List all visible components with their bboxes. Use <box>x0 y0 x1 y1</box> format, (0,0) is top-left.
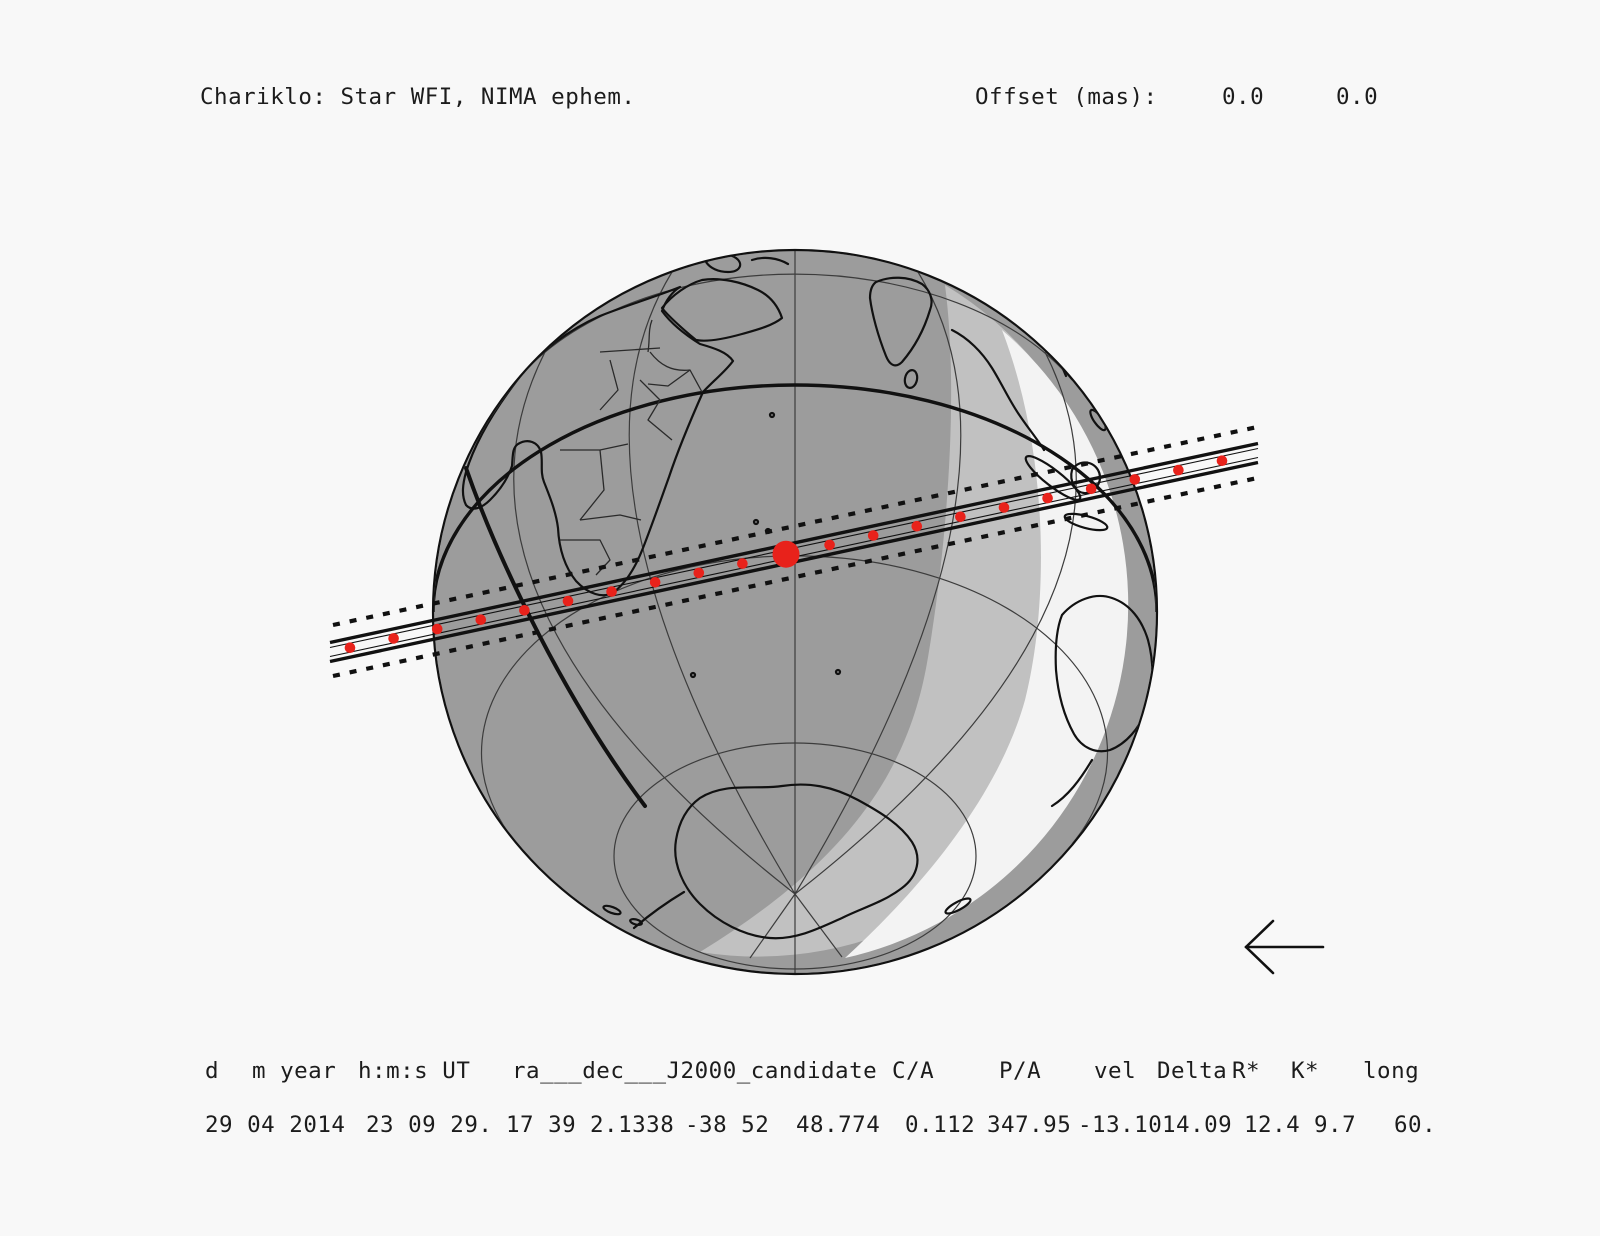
track-dot <box>1129 474 1141 485</box>
border-line <box>579 449 605 521</box>
sri-lanka-outline <box>903 369 919 389</box>
arabia-coastline <box>660 278 784 342</box>
meridian-west-30 <box>628 271 796 895</box>
track-dot <box>519 605 530 616</box>
value-cell-2: 17 39 <box>506 1112 577 1138</box>
track-dot <box>606 586 617 597</box>
value-cell-10: 12.4 <box>1244 1112 1301 1138</box>
track-dot <box>824 539 835 551</box>
track-dot <box>1085 483 1097 495</box>
tasman-coast <box>1050 758 1094 808</box>
central-asia-coast <box>750 256 790 266</box>
equator-line <box>434 383 1156 613</box>
value-cell-12: 60. <box>1394 1112 1437 1138</box>
ryukyu-outline <box>1090 341 1110 363</box>
new-zealand-outline <box>944 897 972 915</box>
track-uncertainty-north-dotted <box>332 423 1263 628</box>
track-dot <box>693 567 705 579</box>
value-cell-4: -38 52 <box>685 1112 770 1138</box>
south-georgia-outline <box>602 904 622 916</box>
island-dot-crozet <box>689 671 697 679</box>
value-cell-8: -13.10 <box>1078 1112 1163 1138</box>
header-cell-7: Delta <box>1157 1058 1228 1084</box>
track-dot <box>955 511 966 523</box>
value-cell-7: 347.95 <box>987 1112 1072 1138</box>
india-coastline <box>868 276 933 367</box>
parallel-north-30 <box>516 273 1073 381</box>
meridian-fan-left <box>749 893 796 959</box>
value-cell-6: 0.112 <box>905 1112 976 1138</box>
border-line <box>599 359 619 411</box>
track-dot <box>737 558 748 569</box>
meridian-fan-right <box>794 893 843 958</box>
south-orkney-outline <box>629 918 643 926</box>
border-line <box>647 319 653 353</box>
track-dot <box>1042 492 1053 504</box>
globe-limb <box>431 248 1159 976</box>
value-cell-1: 23 09 29. <box>366 1112 493 1138</box>
header-cell-4: C/A <box>892 1058 935 1084</box>
meridian-east-60 <box>794 351 1077 895</box>
header-cell-8: R* <box>1232 1058 1261 1084</box>
value-cell-3: 2.1338 <box>590 1112 675 1138</box>
header-cell-9: K* <box>1291 1058 1320 1084</box>
australia-coastline <box>1054 594 1154 753</box>
antarctica-coastline <box>674 783 919 940</box>
value-cell-9: 14.09 <box>1162 1112 1233 1138</box>
track-dots <box>344 455 1228 653</box>
parallel-south-60 <box>613 742 977 970</box>
value-cell-11: 9.7 <box>1314 1112 1357 1138</box>
border-line <box>639 379 673 441</box>
arrow-barb-lower <box>1244 945 1275 975</box>
header-cell-0: d <box>205 1058 220 1084</box>
track-dot <box>344 642 356 653</box>
header-cell-6: vel <box>1094 1058 1137 1084</box>
africa-coastline <box>461 285 735 597</box>
track-dot <box>388 633 399 644</box>
sumatra-outline <box>1024 455 1082 501</box>
offset-value-dec: 0.0 <box>1336 84 1379 110</box>
meridian-west-60 <box>513 351 796 895</box>
value-cell-0: 29 04 2014 <box>205 1112 346 1138</box>
border-line <box>647 369 691 387</box>
track-dot <box>867 530 879 541</box>
shadow-track <box>329 423 1263 679</box>
japan-outline <box>1069 308 1101 336</box>
indochina-coastline <box>950 328 1046 452</box>
track-limit-north-line <box>329 441 1259 645</box>
arrow-barb-upper <box>1244 919 1275 949</box>
track-uncertainty-south-dotted <box>332 474 1263 679</box>
track-dot <box>649 577 661 588</box>
track-dot <box>911 520 923 532</box>
offset-value-ra: 0.0 <box>1222 84 1265 110</box>
header-cell-2: h:m:s UT <box>358 1058 471 1084</box>
track-dot <box>562 595 574 607</box>
header-cell-3: ra___dec___J2000_candidate <box>512 1058 878 1084</box>
border-line <box>579 514 642 521</box>
island-dot-kerguelen <box>834 668 842 676</box>
track-dot <box>1216 455 1228 467</box>
header-cell-10: long <box>1363 1058 1420 1084</box>
shadow-direction-arrow <box>1244 919 1325 975</box>
header-cell-1: m year <box>252 1058 337 1084</box>
track-dot <box>998 502 1010 513</box>
track-dot <box>431 623 443 635</box>
plot-title: Chariklo: Star WFI, NIMA ephem. <box>200 84 636 110</box>
border-line <box>599 347 661 353</box>
island-dot-seychelles <box>768 411 776 419</box>
meridian-east-30 <box>794 271 962 895</box>
header-cell-5: P/A <box>999 1058 1042 1084</box>
offset-label: Offset (mas): <box>975 84 1158 110</box>
graticule <box>480 251 1109 973</box>
closest-approach-dot <box>772 540 800 568</box>
value-cell-5: 48.774 <box>796 1112 881 1138</box>
track-dot <box>1173 464 1184 476</box>
island-dot-mauritius <box>752 518 760 526</box>
track-dot <box>475 614 487 625</box>
